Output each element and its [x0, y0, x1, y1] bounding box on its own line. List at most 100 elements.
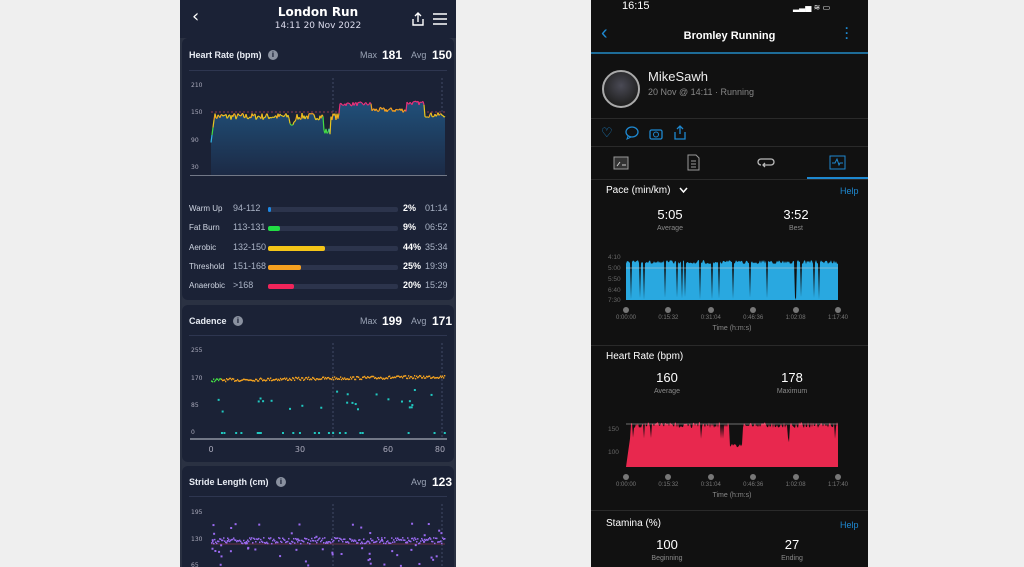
y-tick-label: 90	[191, 137, 199, 144]
scrub-dot[interactable]	[665, 474, 672, 480]
tab-details-icon[interactable]	[687, 154, 700, 171]
cadence-point	[214, 380, 216, 383]
cadence-point	[243, 378, 245, 381]
stride-point	[214, 538, 216, 541]
heart-rate-line-segment	[258, 115, 261, 118]
info-icon[interactable]: i	[276, 477, 286, 487]
cadence-point	[414, 374, 416, 377]
more-icon[interactable]: · · ·	[845, 21, 849, 45]
hr-average-label: Average	[654, 388, 680, 395]
y-tick-label: 130	[191, 536, 203, 543]
x-tick-label: 0	[208, 445, 213, 454]
stride-point	[364, 542, 366, 545]
cadence-point	[318, 432, 321, 434]
stride-point	[347, 541, 349, 543]
user-name[interactable]: MikeSawh	[648, 69, 708, 84]
stride-point	[271, 542, 273, 545]
stride-point	[247, 546, 250, 549]
cadence-point	[393, 376, 395, 379]
chevron-down-icon[interactable]	[679, 187, 688, 194]
cadence-point	[341, 378, 343, 381]
cadence-point	[304, 378, 306, 381]
scrub-dot[interactable]	[707, 474, 714, 480]
cadence-point	[259, 432, 262, 434]
zone-bar-fill	[268, 284, 294, 290]
stride-point	[288, 537, 290, 540]
y-tick-label: 255	[191, 347, 203, 354]
pace-title[interactable]: Pace (min/km)	[606, 185, 671, 196]
stride-point	[245, 542, 247, 545]
cadence-point	[312, 376, 314, 379]
heart-rate-line-segment	[247, 117, 250, 120]
zone-range: >168	[233, 280, 254, 291]
stamina-help-link[interactable]: Help	[840, 520, 859, 530]
cadence-point	[296, 377, 298, 379]
stride-point	[289, 542, 291, 545]
heart-rate-line-segment	[360, 101, 363, 104]
cadence-point	[224, 379, 226, 381]
heart-rate-line-segment	[370, 103, 373, 111]
avatar[interactable]	[602, 70, 640, 108]
cadence-point	[262, 379, 264, 382]
back-icon[interactable]: ‹	[601, 22, 608, 44]
cadence-point	[441, 376, 443, 379]
cadence-point	[284, 377, 286, 379]
stride-point	[220, 544, 223, 547]
stride-point	[298, 523, 301, 526]
scrub-dot[interactable]	[665, 307, 672, 313]
cadence-point	[444, 374, 446, 377]
cadence-point	[311, 378, 313, 381]
stride-point	[365, 542, 367, 545]
menu-icon[interactable]	[432, 12, 448, 26]
cadence-point	[391, 377, 393, 379]
scrub-dot[interactable]	[835, 307, 841, 313]
back-icon[interactable]: ‹	[192, 6, 200, 27]
scrub-dot[interactable]	[623, 474, 629, 480]
info-icon[interactable]: i	[268, 50, 278, 60]
share-icon[interactable]	[410, 11, 426, 27]
cadence-point	[337, 378, 339, 380]
zone-bar-track	[268, 226, 398, 232]
stride-point	[279, 537, 281, 540]
like-icon[interactable]: ♡	[601, 125, 613, 140]
cadence-point	[398, 375, 400, 377]
heart-rate-line-segment	[440, 113, 443, 116]
zone-bar-track	[268, 207, 398, 212]
heart-rate-line-segment	[237, 113, 240, 116]
pace-help-link[interactable]: Help	[840, 186, 859, 196]
scrub-dot[interactable]	[707, 307, 714, 313]
cadence-point	[430, 393, 433, 396]
scrub-dot[interactable]	[792, 474, 799, 480]
cadence-point	[301, 404, 304, 407]
x-tick-label: 0:31:04	[700, 482, 721, 488]
stride-point	[395, 537, 397, 540]
tab-laps-icon[interactable]	[757, 157, 775, 169]
stride-point	[315, 540, 317, 542]
cadence-point	[221, 410, 224, 413]
scrub-dot[interactable]	[792, 307, 799, 313]
cadence-point	[252, 380, 254, 382]
signal-wifi-battery-icon: ▂▃▅ ≋ ▭	[793, 3, 831, 12]
cadence-point	[255, 378, 257, 381]
tab-overview-icon[interactable]	[613, 156, 629, 170]
heart-rate-line-segment	[331, 113, 334, 121]
heart-rate-line-segment	[235, 116, 238, 120]
tab-charts-icon[interactable]	[829, 155, 846, 170]
stride-point	[382, 540, 384, 542]
cadence-point	[241, 379, 243, 382]
scrub-dot[interactable]	[835, 474, 841, 480]
cadence-point	[237, 378, 239, 381]
zone-bar-fill	[268, 264, 301, 270]
scrub-dot[interactable]	[750, 307, 757, 313]
scrub-dot[interactable]	[623, 307, 629, 313]
info-icon[interactable]: i	[233, 316, 243, 326]
stride-point	[435, 537, 437, 540]
stride-point	[343, 538, 345, 540]
heart-rate-line-segment	[375, 108, 378, 111]
camera-icon[interactable]	[649, 126, 663, 140]
share-icon[interactable]	[673, 125, 687, 140]
stride-point	[213, 542, 215, 545]
cadence-point	[369, 377, 371, 379]
scrub-dot[interactable]	[750, 474, 757, 480]
comment-icon[interactable]	[625, 126, 639, 140]
